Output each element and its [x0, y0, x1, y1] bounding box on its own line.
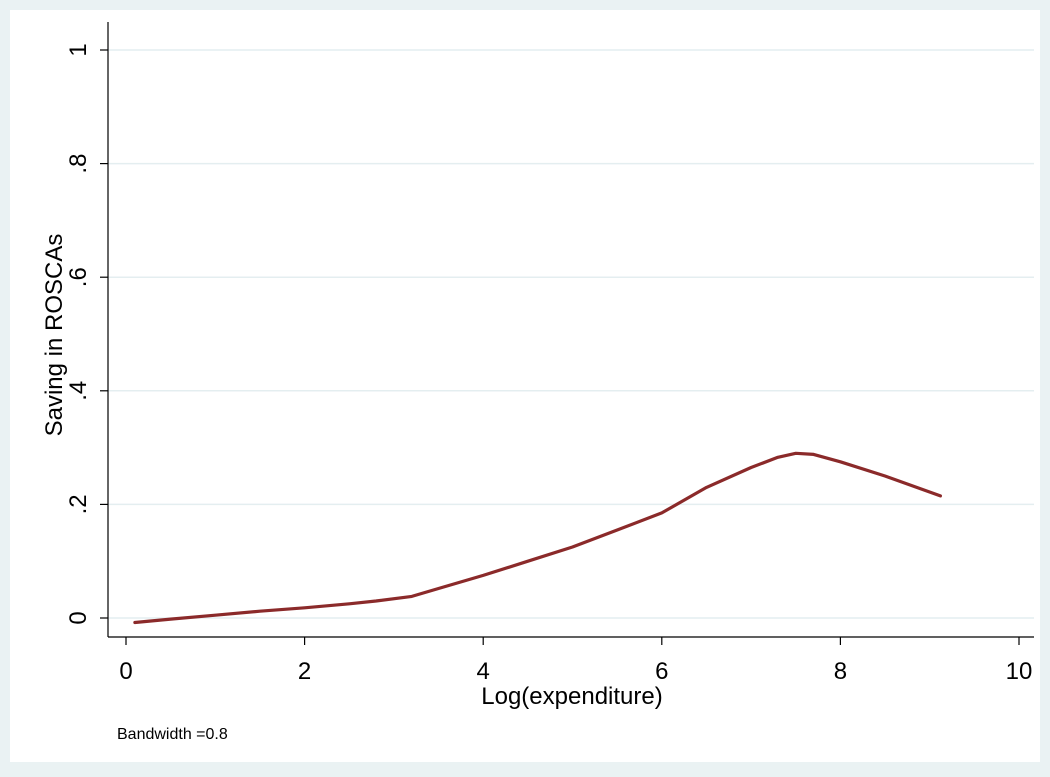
y-tick-label: .4	[65, 381, 92, 401]
x-tick-label: 0	[119, 658, 132, 685]
x-axis-label: Log(expenditure)	[481, 683, 662, 710]
x-tick-label: 6	[655, 658, 668, 685]
y-tick-label: .8	[65, 154, 92, 174]
y-tick-label: .6	[65, 267, 92, 287]
bandwidth-note: Bandwidth =0.8	[117, 726, 228, 743]
series-line	[133, 451, 943, 625]
y-tick-label: 0	[65, 611, 92, 624]
x-tick-label: 10	[1006, 658, 1033, 685]
y-axis-label: Saving in ROSCAs	[41, 234, 68, 437]
x-tick-label: 8	[834, 658, 847, 685]
chart-frame	[10, 10, 1040, 762]
series-layer	[133, 451, 943, 625]
x-tick-label: 4	[477, 658, 490, 685]
axes: 0.2.4.6.810 2 4 6 8 10	[65, 22, 1034, 685]
y-tick-label: 1	[65, 43, 92, 56]
x-tick-label: 2	[298, 658, 311, 685]
gridlines	[108, 49, 1034, 619]
y-tick-label: .2	[65, 494, 92, 514]
